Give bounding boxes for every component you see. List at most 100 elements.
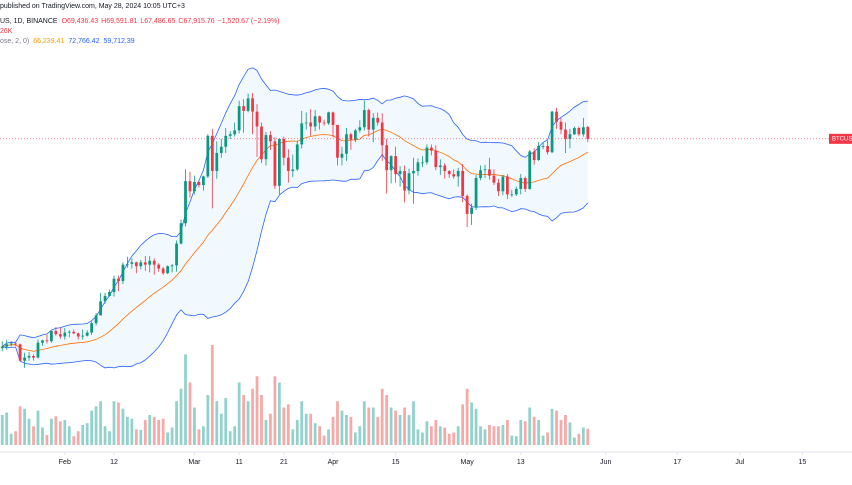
x-tick-label: 12 <box>110 459 118 466</box>
candle-body <box>327 112 330 124</box>
candle-body <box>407 173 411 191</box>
candle-body <box>483 169 487 171</box>
candle-body <box>9 343 13 345</box>
volume-bar <box>470 402 473 445</box>
volume-bar <box>559 420 563 445</box>
candle-body <box>291 169 295 171</box>
x-tick-label: 11 <box>236 459 243 466</box>
volume-bar <box>41 427 44 445</box>
symbol: US, 1D, BINANCE <box>0 18 58 25</box>
volume-bar <box>309 413 313 445</box>
candle-body <box>277 138 281 186</box>
candle-body <box>108 291 111 296</box>
volume-bar <box>85 423 89 445</box>
volume-bar <box>488 425 491 445</box>
volume-bar <box>14 431 18 445</box>
volume-bar <box>555 410 558 445</box>
volume-bar <box>117 402 120 445</box>
volume-bar <box>90 410 94 445</box>
volume-bar <box>197 429 201 445</box>
x-tick-label: Jul <box>735 459 744 466</box>
candle-body <box>362 110 366 128</box>
volume-bar <box>313 423 317 445</box>
candle-body <box>45 340 49 342</box>
candle-body <box>345 134 348 154</box>
candle-body <box>318 116 321 123</box>
volume-bar <box>443 427 447 445</box>
candle-body <box>581 127 585 135</box>
candle-body <box>559 121 563 130</box>
volume-bar <box>23 408 26 445</box>
candle-body <box>336 124 339 158</box>
volume-bar <box>492 426 496 445</box>
volume-bar <box>134 429 138 445</box>
candle-body <box>166 266 170 274</box>
volume-bar <box>170 427 174 445</box>
candle-body <box>555 111 558 122</box>
volume-bar <box>501 425 505 445</box>
volume-bar <box>340 410 344 445</box>
volume-bar <box>537 420 541 445</box>
volume-bar <box>407 415 411 445</box>
candle-body <box>215 153 219 171</box>
candle-body <box>438 165 442 168</box>
bb-label: ose, 2, 0) <box>0 38 29 45</box>
candle-body <box>452 174 456 177</box>
volume-bar <box>403 407 406 445</box>
volume-bar <box>452 432 456 445</box>
candle-body <box>246 98 250 111</box>
candle-body <box>429 147 433 151</box>
volume-bar <box>318 426 321 445</box>
volume-bar <box>577 433 581 445</box>
volume-bar <box>304 413 308 445</box>
volume-bar <box>108 431 111 445</box>
volume-bar <box>99 401 102 445</box>
volume-bar <box>282 407 286 445</box>
volume-bar <box>179 388 183 445</box>
volume-bar <box>394 410 397 445</box>
candle-body <box>161 268 165 274</box>
candle-body <box>443 165 447 171</box>
volume-bar <box>58 421 62 445</box>
candle-body <box>27 356 31 358</box>
candle-body <box>210 135 214 171</box>
candle-body <box>389 156 393 171</box>
symbol-legend: US, 1D, BINANCE O69,436.43 H69,591.81 L67,4… <box>0 18 280 25</box>
candle-body <box>103 295 107 302</box>
x-tick-label: 15 <box>392 459 400 466</box>
volume-bar <box>510 435 514 445</box>
candle-body <box>81 335 85 337</box>
volume-bar <box>300 401 304 445</box>
volume-bar <box>327 429 330 445</box>
candle-body <box>76 333 80 337</box>
candle-body <box>309 122 313 127</box>
candle-body <box>139 262 143 267</box>
candle-body <box>193 181 196 192</box>
volume-bar <box>202 426 205 445</box>
volume-bar <box>573 437 576 445</box>
candle-body <box>152 260 156 265</box>
candle-body <box>447 170 451 175</box>
volume-bar <box>193 407 196 445</box>
bb-upper: 72,766.42 <box>68 38 99 45</box>
candle-body <box>465 195 469 214</box>
candle-body <box>376 117 380 123</box>
volume-bar <box>94 406 98 445</box>
volume-bar <box>63 420 67 445</box>
candle-body <box>394 156 397 175</box>
volume-bar <box>161 418 165 445</box>
volume-bar <box>233 426 237 445</box>
candle-body <box>54 331 58 335</box>
volume-bar <box>157 420 161 445</box>
candle-body <box>304 122 308 124</box>
volume-bar <box>425 421 429 445</box>
volume-bar <box>541 435 545 445</box>
candle-body <box>269 135 272 142</box>
candle-body <box>130 262 134 264</box>
candle-body <box>398 170 402 175</box>
volume-bar <box>438 426 442 445</box>
candle-body <box>492 175 496 183</box>
candle-body <box>550 111 554 153</box>
volume-bar <box>139 430 143 445</box>
